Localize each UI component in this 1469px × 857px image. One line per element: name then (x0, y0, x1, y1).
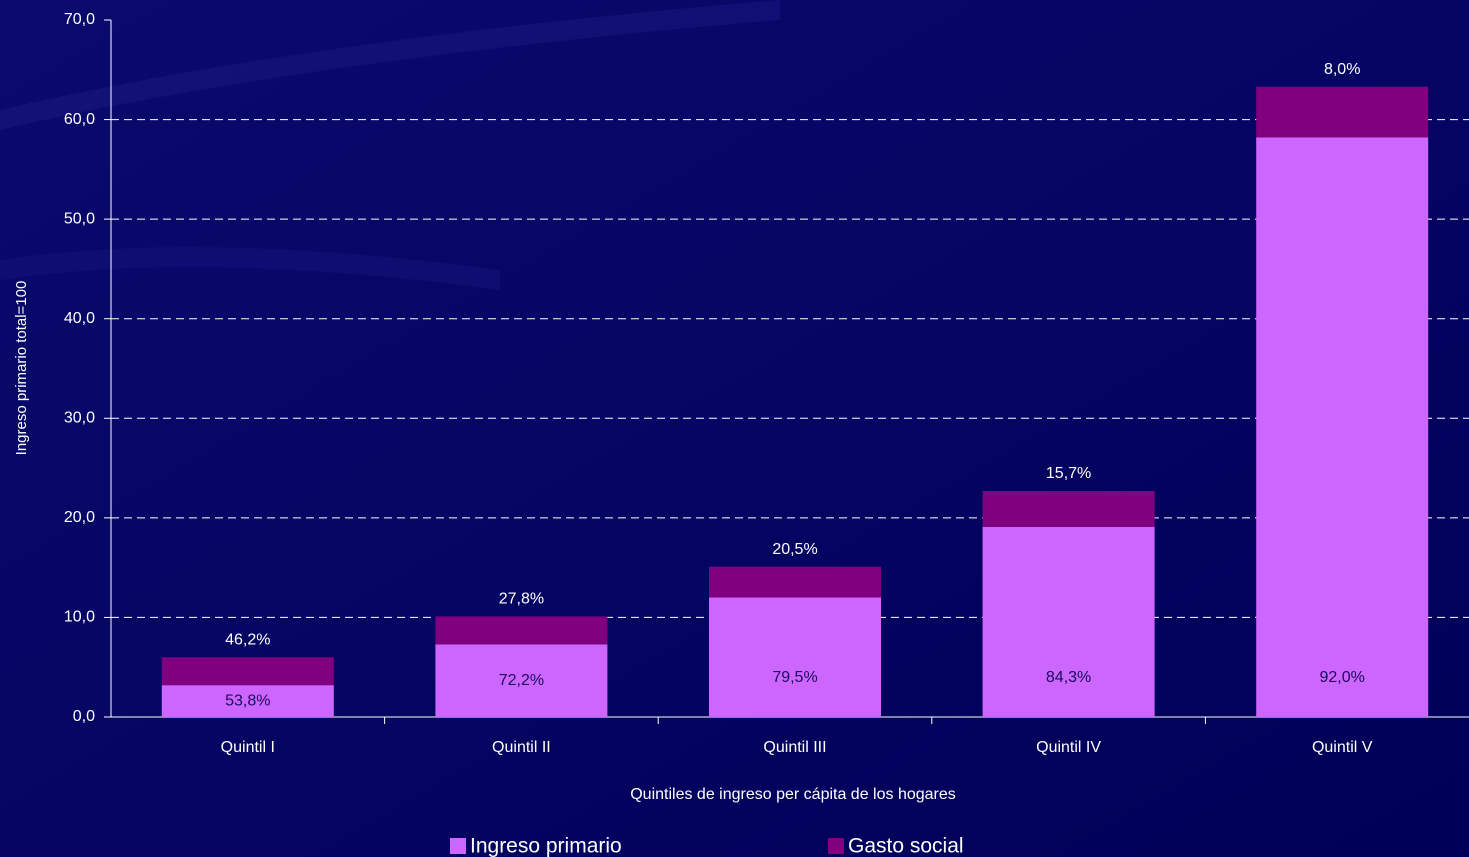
y-tick-label: 70,0 (64, 11, 95, 28)
share-label: 27,8% (499, 591, 544, 608)
share-label: 92,0% (1320, 669, 1365, 686)
legend-label: Ingreso primario (470, 835, 622, 857)
x-tick-label: Quintil IV (1036, 739, 1101, 756)
share-label: 84,3% (1046, 669, 1091, 686)
x-tick-label: Quintil I (221, 739, 275, 756)
bar-segment (982, 490, 1155, 527)
share-label: 20,5% (772, 541, 817, 558)
x-tick-label: Quintil V (1312, 739, 1373, 756)
y-tick-label: 60,0 (64, 111, 95, 128)
bar-segment (161, 657, 334, 686)
x-axis-title: Quintiles de ingreso per cápita de los h… (630, 786, 956, 803)
swoosh (0, 0, 780, 130)
share-label: 53,8% (225, 692, 270, 709)
bar-segment (435, 644, 608, 717)
y-tick-label: 0,0 (73, 708, 95, 725)
y-tick-label: 10,0 (64, 609, 95, 626)
bar-segment (435, 616, 608, 645)
share-label: 72,2% (499, 672, 544, 689)
share-label: 15,7% (1046, 465, 1091, 482)
bar-segment (709, 597, 881, 717)
share-label: 8,0% (1324, 61, 1360, 78)
y-tick-label: 40,0 (64, 310, 95, 327)
y-tick-label: 20,0 (64, 509, 95, 526)
legend-label: Gasto social (848, 835, 964, 857)
x-tick-label: Quintil II (492, 739, 551, 756)
bar-segment (709, 566, 881, 598)
bar-segment (161, 685, 334, 717)
bar-segment (982, 526, 1155, 717)
x-tick-label: Quintil III (763, 739, 826, 756)
share-label: 46,2% (225, 631, 270, 648)
y-tick-label: 30,0 (64, 410, 95, 427)
share-label: 79,5% (772, 669, 817, 686)
legend-swatch (450, 838, 466, 854)
swoosh (0, 247, 500, 290)
y-tick-label: 50,0 (64, 210, 95, 227)
bar-segment (1256, 86, 1429, 138)
legend-swatch (828, 838, 844, 854)
bar-segment (1256, 137, 1429, 718)
y-axis-title: Ingreso primario total=100 (13, 281, 30, 456)
